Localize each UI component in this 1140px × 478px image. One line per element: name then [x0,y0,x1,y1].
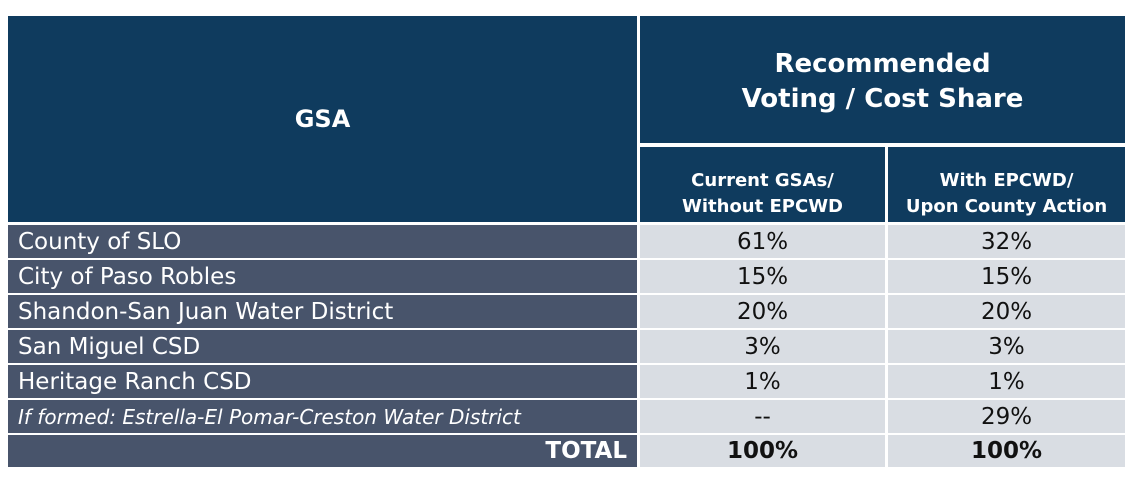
row-label: County of SLO [8,225,637,258]
column-header: With EPCWD/ Upon County Action [888,147,1125,222]
row-value: 32% [888,225,1125,258]
row-label: Shandon-San Juan Water District [8,295,637,328]
header-text: With EPCWD/ [939,169,1074,191]
header-text: Voting / Cost Share [741,83,1024,114]
gsa-header: GSA [8,16,637,222]
total-value: 100% [640,435,885,467]
row-value: 29% [888,400,1125,433]
total-value: 100% [888,435,1125,467]
total-label: TOTAL [8,435,637,467]
row-value: 20% [888,295,1125,328]
row-value: 1% [640,365,885,398]
row-value: 61% [640,225,885,258]
row-label: If formed: Estrella-El Pomar-Creston Wat… [8,400,637,433]
row-value: 3% [640,330,885,363]
row-label: City of Paso Robles [8,260,637,293]
header-text: Upon County Action [905,195,1108,217]
row-value: 15% [640,260,885,293]
row-value: 20% [640,295,885,328]
row-label: Heritage Ranch CSD [8,365,637,398]
row-label: San Miguel CSD [8,330,637,363]
row-value: 1% [888,365,1125,398]
header-text: GSA [294,105,351,133]
column-header: Current GSAs/ Without EPCWD [640,147,885,222]
row-value: -- [640,400,885,433]
header-text: Current GSAs/ [691,169,834,191]
header-text: Without EPCWD [682,195,843,217]
header-text: Recommended [774,48,991,79]
group-header: Recommended Voting / Cost Share [640,16,1125,143]
row-value: 3% [888,330,1125,363]
row-value: 15% [888,260,1125,293]
